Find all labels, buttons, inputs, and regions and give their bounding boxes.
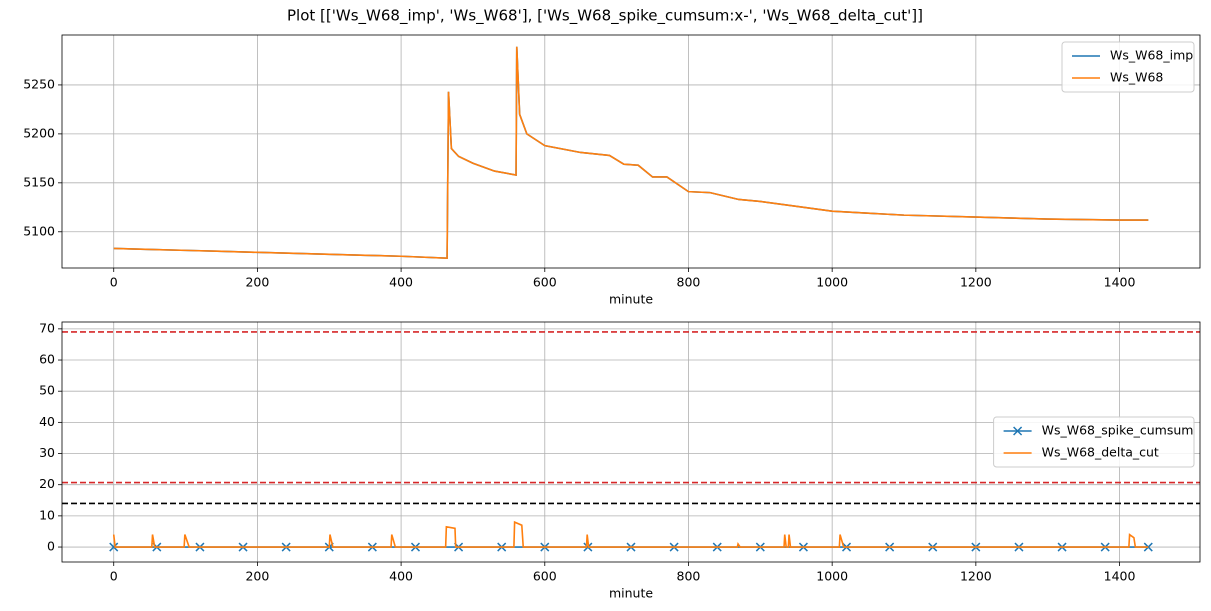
- x-axis-label: minute: [609, 586, 653, 601]
- x-tick-label: 0: [110, 275, 118, 290]
- x-tick-label: 800: [677, 569, 701, 584]
- y-tick-label: 5200: [23, 125, 55, 140]
- legend-label: Ws_W68_spike_cumsum: [1042, 423, 1194, 438]
- axes-frame: [61, 321, 1201, 563]
- x-tick-label: 1200: [960, 569, 992, 584]
- legend-label: Ws_W68: [1110, 70, 1163, 85]
- legend-marker: [1013, 426, 1023, 436]
- x-tick-label: 0: [110, 569, 118, 584]
- x-tick-label: 400: [389, 275, 413, 290]
- x-tick-label: 1200: [960, 275, 992, 290]
- y-tick-label: 5150: [23, 174, 55, 189]
- x-tick-label: 200: [245, 275, 269, 290]
- x-tick-label: 1400: [1104, 569, 1136, 584]
- figure-title: Plot [['Ws_W68_imp', 'Ws_W68'], ['Ws_W68…: [287, 7, 923, 26]
- x-tick-label: 1400: [1104, 275, 1136, 290]
- y-tick-label: 30: [39, 445, 55, 460]
- legend-label: Ws_W68_delta_cut: [1042, 445, 1159, 460]
- y-tick-label: 40: [39, 414, 55, 429]
- x-tick-label: 600: [533, 275, 557, 290]
- x-tick-label: 200: [245, 569, 269, 584]
- x-tick-label: 400: [389, 569, 413, 584]
- series-line: [112, 520, 1149, 548]
- legend-box: [1061, 41, 1195, 93]
- x-axis-label: minute: [609, 292, 653, 307]
- y-tick-label: 0: [47, 539, 55, 554]
- y-tick-label: 70: [39, 320, 55, 335]
- y-tick-label: 50: [39, 383, 55, 398]
- legend-label: Ws_W68_imp: [1110, 48, 1193, 63]
- x-tick-label: 800: [677, 275, 701, 290]
- x-tick-label: 1000: [816, 569, 848, 584]
- plot-area: [62, 331, 1200, 552]
- legend-box: [993, 416, 1195, 468]
- y-tick-label: 5250: [23, 76, 55, 91]
- series-line: [113, 46, 1149, 260]
- marker: [109, 542, 119, 552]
- axes-frame: [61, 34, 1201, 269]
- y-tick-label: 5100: [23, 223, 55, 238]
- x-tick-label: 1000: [816, 275, 848, 290]
- x-tick-label: 600: [533, 569, 557, 584]
- y-tick-label: 20: [39, 476, 55, 491]
- y-tick-label: 60: [39, 352, 55, 367]
- y-tick-label: 10: [39, 507, 55, 522]
- plot-area: [113, 46, 1149, 260]
